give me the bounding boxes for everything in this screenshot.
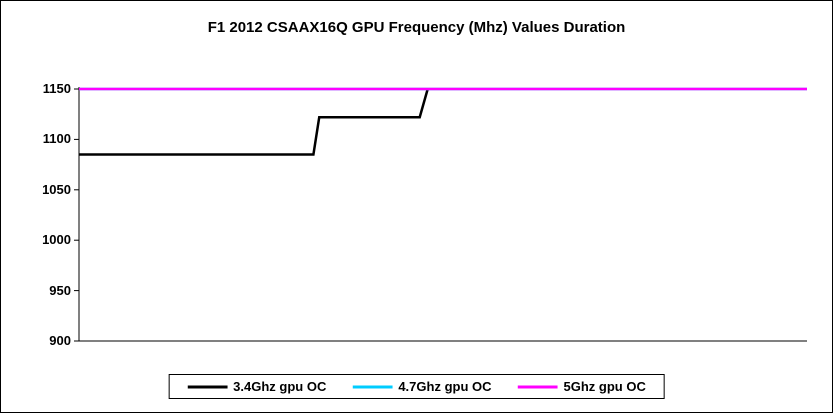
chart-title: F1 2012 CSAAX16Q GPU Frequency (Mhz) Val… xyxy=(207,19,626,36)
y-tick-label: 1150 xyxy=(42,81,71,96)
legend-line-swatch xyxy=(187,385,228,388)
y-tick-label: 1100 xyxy=(42,131,71,147)
legend-line-swatch xyxy=(517,385,558,388)
legend-label: 5Ghz gpu OC xyxy=(563,379,646,394)
legend: 3.4Ghz gpu OC 4.7Ghz gpu OC 5Ghz gpu OC xyxy=(168,374,665,399)
legend-label: 4.7Ghz gpu OC xyxy=(398,379,492,394)
y-tick-label: 950 xyxy=(49,282,71,298)
y-tick-label: 1050 xyxy=(42,181,71,197)
legend-entry: 4.7Ghz gpu OC xyxy=(352,379,492,394)
legend-label: 3.4Ghz gpu OC xyxy=(233,379,327,394)
legend-line-swatch xyxy=(352,385,393,388)
y-tick-label: 1000 xyxy=(42,232,71,248)
legend-entry: 5Ghz gpu OC xyxy=(517,379,646,394)
y-tick-label: 900 xyxy=(49,333,71,348)
series-line xyxy=(79,88,429,156)
legend-entry: 3.4Ghz gpu OC xyxy=(187,379,326,394)
